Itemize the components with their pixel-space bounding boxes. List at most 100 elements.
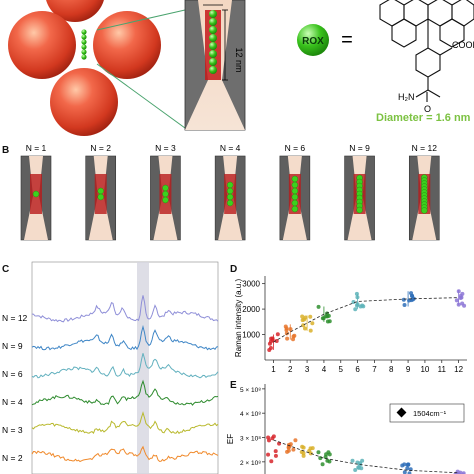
spectrum-label: N = 6 — [2, 369, 23, 379]
data-point — [318, 456, 323, 461]
data-point — [316, 450, 321, 455]
x-tick-label: 9 — [406, 365, 411, 374]
y-tick-label: 3000 — [242, 280, 260, 289]
data-point — [324, 452, 329, 457]
data-point — [274, 339, 279, 344]
data-point — [407, 471, 412, 474]
data-point — [310, 446, 315, 451]
y-axis-label: EF — [226, 434, 235, 444]
gap-count-label: N = 4 — [220, 143, 241, 153]
y-tick-label: 2 × 10⁸ — [240, 460, 261, 467]
data-point — [284, 326, 289, 331]
data-point — [356, 465, 361, 470]
data-point — [310, 321, 315, 326]
data-point — [268, 345, 273, 350]
data-point — [402, 462, 407, 467]
nanosphere-top — [46, 0, 104, 22]
gap-dimension-label: 12 nm — [234, 47, 244, 72]
data-point — [300, 444, 305, 449]
spectra-frame — [31, 261, 219, 474]
y-tick-label: 3 × 10⁸ — [240, 436, 261, 443]
gap-count-label: N = 6 — [285, 143, 306, 153]
gap-count-label: N = 1 — [26, 143, 47, 153]
data-point — [275, 332, 280, 337]
nanosphere-right — [93, 11, 161, 79]
rox-sphere — [297, 24, 329, 56]
rox-label: ROX — [302, 36, 324, 47]
spectrum-label: N = 4 — [2, 397, 23, 407]
data-point — [327, 452, 332, 457]
data-point — [360, 458, 365, 463]
dye-molecule — [291, 199, 299, 207]
spectrum-line — [31, 411, 219, 435]
dye-molecule — [32, 190, 40, 198]
dye-molecule — [291, 205, 299, 213]
data-point — [301, 453, 306, 458]
carbonyl-o-label: O — [424, 104, 431, 114]
gap-count-label: N = 12 — [412, 143, 438, 153]
data-point — [293, 438, 298, 443]
dye-molecule — [291, 181, 299, 189]
panel-c-spectra: N = 12 N = 9 N = 6 N = 4 N = 3 N = 2 — [2, 261, 219, 474]
spectrum-line — [31, 379, 219, 406]
data-point — [269, 459, 274, 464]
dye-molecule — [97, 187, 104, 195]
data-point — [266, 435, 271, 440]
spectrum-label: N = 2 — [2, 453, 23, 463]
x-tick-label: 1 — [271, 365, 276, 374]
zoom-line — [96, 63, 186, 129]
trend-line — [273, 439, 459, 474]
data-point — [353, 307, 358, 312]
data-point — [320, 462, 325, 467]
trend-line — [273, 297, 459, 343]
dye-molecule — [162, 196, 169, 204]
data-point — [300, 314, 305, 319]
panel-e-letter: E — [230, 380, 237, 391]
dye-molecule — [226, 181, 234, 189]
data-point — [355, 460, 360, 465]
dye-chain-small — [81, 29, 87, 60]
y-tick-label: 5 × 10⁸ — [240, 387, 261, 394]
panel-a: 12 nm ROX = COOH O H₂N Diameter = 1.6 nm — [8, 0, 474, 136]
data-point — [285, 449, 290, 454]
legend-label: 1504cm⁻¹ — [413, 409, 447, 418]
dye-molecule — [226, 187, 234, 195]
data-point — [266, 452, 271, 457]
dye-molecule — [291, 175, 299, 183]
data-point — [354, 303, 359, 308]
gap-count-label: N = 2 — [90, 143, 111, 153]
data-point — [402, 470, 407, 474]
data-point — [458, 293, 463, 298]
data-point — [299, 450, 304, 455]
data-point — [316, 304, 321, 309]
data-point — [360, 303, 365, 308]
x-tick-label: 10 — [420, 365, 429, 374]
zoom-line — [96, 9, 186, 31]
spectrum-label: N = 12 — [2, 313, 28, 323]
data-point — [269, 336, 274, 341]
equals-sign: = — [341, 29, 353, 51]
data-point — [326, 313, 331, 318]
x-tick-label: 5 — [339, 365, 344, 374]
legend-box — [389, 403, 465, 423]
x-tick-label: 7 — [372, 365, 377, 374]
dye-molecule — [97, 193, 104, 201]
rox-structure — [379, 0, 474, 102]
data-point — [286, 442, 291, 447]
data-point — [273, 449, 278, 454]
panel-d-letter: D — [230, 264, 238, 275]
gap-count-label: N = 9 — [349, 143, 370, 153]
data-point — [285, 336, 290, 341]
spectrum-line — [31, 295, 219, 323]
data-point — [308, 314, 313, 319]
dye-molecule — [291, 187, 299, 195]
dye-molecule — [421, 207, 428, 214]
spectrum-label: N = 3 — [2, 425, 23, 435]
dye-molecule — [291, 193, 299, 201]
data-point — [405, 466, 410, 471]
spectrum-line — [31, 324, 219, 351]
nanosphere-bottom — [50, 68, 118, 136]
panel-c-letter: C — [2, 264, 10, 275]
data-point — [303, 315, 308, 320]
